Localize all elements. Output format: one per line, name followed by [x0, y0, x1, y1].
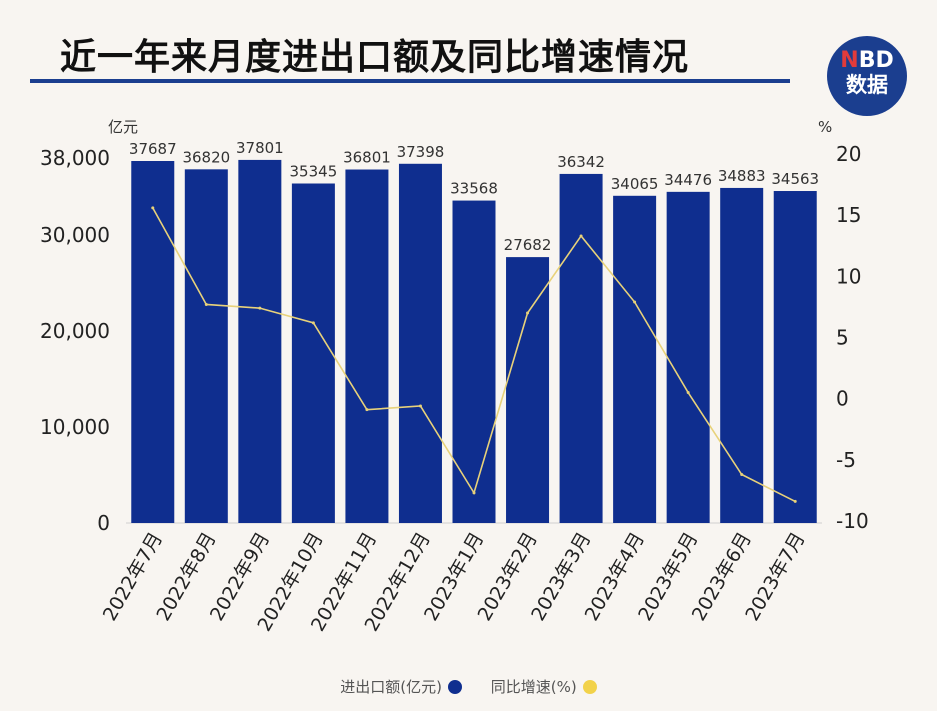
right-axis-unit: %: [818, 118, 832, 136]
growth-point[interactable]: [311, 321, 315, 325]
right-tick-label: 15: [836, 203, 861, 227]
growth-point[interactable]: [365, 408, 369, 412]
chart-canvas: 亿元 % 0 10,000 20,000 30,000 38,000 -10 -5 0 5 10…: [40, 118, 869, 636]
bar[interactable]: [184, 169, 228, 523]
right-tick-label: 5: [836, 326, 849, 350]
right-tick-label: 0: [836, 387, 849, 411]
growth-point[interactable]: [258, 306, 262, 310]
bar[interactable]: [398, 163, 442, 524]
legend-item-line[interactable]: 同比增速(%): [491, 676, 597, 697]
growth-point[interactable]: [793, 499, 797, 503]
growth-point[interactable]: [579, 234, 583, 238]
growth-point[interactable]: [633, 300, 637, 304]
bar-value-label: 34065: [611, 175, 659, 193]
bar-value-label: 35345: [290, 163, 338, 181]
logo-top-text: NBD: [840, 48, 894, 73]
bar[interactable]: [238, 159, 282, 524]
bar-value-label: 34563: [771, 170, 819, 188]
bar[interactable]: [131, 161, 175, 523]
bar[interactable]: [452, 200, 496, 523]
bar-value-label: 36342: [557, 153, 605, 171]
bar-value-label: 27682: [504, 236, 552, 254]
legend-item-bar[interactable]: 进出口额(亿元): [340, 676, 462, 697]
bars: [131, 159, 817, 524]
right-tick-label: -10: [836, 509, 869, 533]
left-tick-label: 38,000: [40, 146, 110, 170]
growth-line: [151, 206, 797, 503]
bar[interactable]: [345, 169, 389, 523]
bar[interactable]: [666, 191, 710, 524]
growth-point[interactable]: [686, 391, 690, 395]
left-tick-label: 10,000: [40, 415, 110, 439]
legend-label-line: 同比增速(%): [490, 678, 577, 696]
bar-value-label: 36820: [182, 148, 230, 166]
legend: 进出口额(亿元) 同比增速(%): [0, 676, 937, 697]
chart-title: 近一年来月度进出口额及同比增速情况: [60, 37, 690, 78]
title-underline: [30, 79, 790, 83]
bar-value-label: 37687: [129, 140, 177, 158]
nbd-logo: NBD 数据: [827, 36, 907, 116]
growth-point[interactable]: [204, 302, 208, 306]
growth-point[interactable]: [526, 311, 530, 315]
bar-value-label: 36801: [343, 149, 391, 167]
bar-value-label: 33568: [450, 180, 498, 198]
right-tick-label: 10: [836, 264, 861, 288]
bar-value-label: 34476: [664, 171, 712, 189]
right-tick-label: 20: [836, 142, 861, 166]
bar[interactable]: [559, 173, 603, 523]
bar[interactable]: [506, 257, 550, 523]
growth-point[interactable]: [151, 206, 155, 210]
left-axis-unit: 亿元: [108, 118, 138, 136]
left-tick-label: 20,000: [40, 319, 110, 343]
legend-dot-bar: [447, 680, 462, 694]
left-axis-ticks: 0 10,000 20,000 30,000 38,000: [40, 146, 110, 535]
bar-value-label: 37801: [236, 139, 284, 157]
legend-dot-line: [582, 680, 597, 694]
left-tick-label: 0: [97, 511, 110, 535]
legend-label-bar: 进出口额(亿元): [340, 678, 442, 696]
data-labels: 37687 36820 37801 35345 36801 37398 33568 27682…: [129, 139, 819, 254]
bar-value-label: 37398: [397, 143, 445, 161]
right-tick-label: -5: [836, 448, 856, 472]
x-axis-labels: 2022年7月2022年8月2022年9月2022年10月2022年11月202…: [99, 529, 810, 636]
logo-bottom-text: 数据: [846, 73, 888, 97]
left-tick-label: 30,000: [40, 223, 110, 247]
bar[interactable]: [773, 191, 817, 523]
bar-value-label: 34883: [718, 167, 766, 185]
bar[interactable]: [613, 195, 657, 524]
growth-point[interactable]: [418, 404, 422, 408]
growth-point[interactable]: [740, 473, 744, 477]
bar[interactable]: [291, 183, 335, 524]
growth-point[interactable]: [472, 491, 476, 495]
bar[interactable]: [720, 187, 764, 523]
right-axis-ticks: -10 -5 0 5 10 15 20: [836, 142, 869, 533]
